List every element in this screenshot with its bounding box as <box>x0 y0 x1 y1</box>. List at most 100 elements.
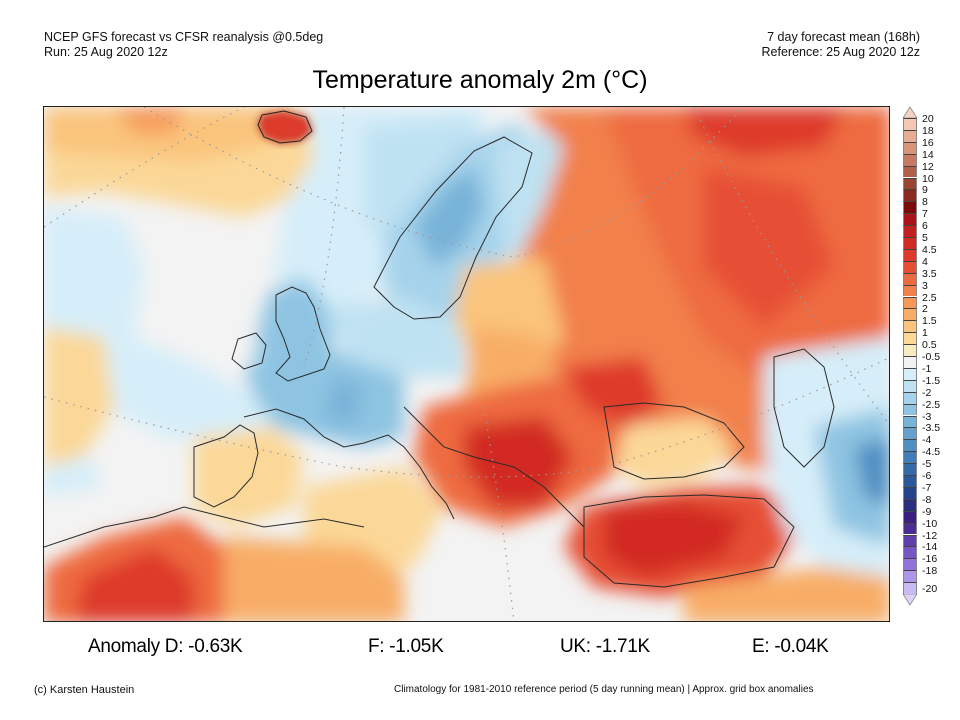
colorbar-swatch <box>903 344 917 356</box>
colorbar-swatch <box>903 570 917 583</box>
colorbar-swatch <box>903 534 917 547</box>
colorbar-swatch <box>903 439 917 452</box>
coastlines <box>44 136 835 588</box>
colorbar-label: -10 <box>922 517 938 530</box>
anomaly-field <box>44 107 889 621</box>
colorbar-label: 2 <box>922 303 928 316</box>
colorbar-label: -5 <box>922 458 932 471</box>
colorbar-label: 3.5 <box>922 267 937 280</box>
colorbar-label: -3.5 <box>922 422 941 435</box>
colorbar-swatch <box>903 272 917 285</box>
colorbar-bottom-arrow <box>902 594 918 606</box>
colorbar-label: 1.5 <box>922 315 937 328</box>
colorbar-label: 18 <box>922 124 934 137</box>
colorbar-label: 8 <box>922 196 928 209</box>
anomaly-spain: E: -0.04K <box>752 636 829 657</box>
colorbar-swatch <box>903 320 917 333</box>
colorbar-label: 9 <box>922 184 928 197</box>
colorbar-swatch <box>903 486 917 499</box>
colorbar-label: 3 <box>922 279 928 292</box>
colorbar-swatch <box>903 356 917 368</box>
climatology-note: Climatology for 1981-2010 reference peri… <box>394 684 814 695</box>
colorbar-label: 4.5 <box>922 243 937 256</box>
colorbar-swatch <box>903 225 917 237</box>
header-left: NCEP GFS forecast vs CFSR reanalysis @0.… <box>44 30 323 60</box>
colorbar-label: -1.5 <box>922 374 941 387</box>
colorbar-swatch <box>903 189 917 202</box>
reference-time: Reference: 25 Aug 2020 12z <box>761 45 920 59</box>
colorbar-swatch <box>903 129 917 142</box>
colorbar-label: -2.5 <box>922 398 941 411</box>
forecast-period: 7 day forecast mean (168h) <box>767 30 920 44</box>
header-right: 7 day forecast mean (168h) Reference: 25… <box>762 30 920 60</box>
colorbar-swatch <box>903 165 917 178</box>
colorbar-label: 0.5 <box>922 339 937 352</box>
anomaly-germany: Anomaly D: -0.63K <box>88 636 243 657</box>
map-canvas <box>44 107 889 621</box>
colorbar-swatch <box>903 332 917 345</box>
colorbar-top-arrow <box>902 106 918 118</box>
colorbar-label: -20 <box>922 583 938 596</box>
colorbar-label: -6 <box>922 470 932 482</box>
anomaly-france: F: -1.05K <box>368 636 444 657</box>
anomaly-uk: UK: -1.71K <box>560 636 650 657</box>
model-description: NCEP GFS forecast vs CFSR reanalysis @0.… <box>44 30 324 44</box>
colorbar-label: 6 <box>922 220 928 233</box>
colorbar-label: -1 <box>922 362 932 375</box>
colorbar-swatch <box>903 463 917 475</box>
colorbar-label: -4.5 <box>922 446 941 459</box>
colorbar-swatch <box>903 427 917 440</box>
colorbar-swatch <box>903 141 917 154</box>
colorbar-swatch <box>903 510 917 523</box>
colorbar-label: -4 <box>922 434 932 447</box>
colorbar-label: -9 <box>922 505 932 518</box>
colorbar-label: 5 <box>922 232 928 244</box>
colorbar-label: 1 <box>922 327 928 340</box>
colorbar-swatch <box>903 213 917 226</box>
colorbar-swatch <box>903 582 917 594</box>
colorbar-label: 20 <box>922 113 934 125</box>
colorbar-swatch <box>903 379 917 392</box>
colorbar-swatch <box>903 415 917 428</box>
colorbar-swatch <box>903 260 917 273</box>
colorbar-label: -14 <box>922 541 938 554</box>
run-time: Run: 25 Aug 2020 12z <box>44 45 168 59</box>
colorbar-swatch <box>903 153 917 166</box>
colorbar-swatch <box>903 296 917 309</box>
colorbar-label: 12 <box>922 160 934 173</box>
colorbar-label: -3 <box>922 410 932 423</box>
colorbar-label: 10 <box>922 172 934 185</box>
anomaly-map <box>43 106 890 622</box>
graticule <box>44 107 889 621</box>
colorbar-swatch <box>903 237 917 249</box>
colorbar-label: -2 <box>922 386 932 399</box>
colorbar-label: -7 <box>922 481 932 494</box>
copyright: (c) Karsten Haustein <box>34 684 135 696</box>
colorbar-label: 4 <box>922 255 928 268</box>
colorbar-label: -18 <box>922 565 938 578</box>
colorbar-swatch <box>903 522 917 535</box>
colorbar-swatch <box>903 498 917 511</box>
colorbar-swatch <box>903 201 917 214</box>
colorbar-label: 14 <box>922 148 934 161</box>
colorbar-swatch <box>903 546 917 559</box>
colorbar-swatch <box>903 451 917 464</box>
iceland-coastline <box>257 110 313 144</box>
colorbar-label: 16 <box>922 136 934 149</box>
colorbar-swatch <box>903 391 917 404</box>
colorbar-label: -12 <box>922 529 938 542</box>
colorbar-swatch <box>903 308 917 321</box>
colorbar-swatch <box>903 367 917 380</box>
colorbar-swatch <box>903 475 917 487</box>
colorbar-swatch <box>903 558 917 571</box>
colorbar-label: -0.5 <box>922 351 941 363</box>
colorbar-swatch <box>903 118 917 130</box>
map-title: Temperature anomaly 2m (°C) <box>312 66 648 94</box>
colorbar-swatch <box>903 177 917 190</box>
colorbar-swatch <box>903 248 917 261</box>
colorbar-swatch <box>903 403 917 416</box>
colorbar-label: -16 <box>922 553 938 566</box>
colorbar-label: 2.5 <box>922 291 937 304</box>
colorbar-label: -8 <box>922 493 932 506</box>
colorbar-swatch <box>903 284 917 297</box>
